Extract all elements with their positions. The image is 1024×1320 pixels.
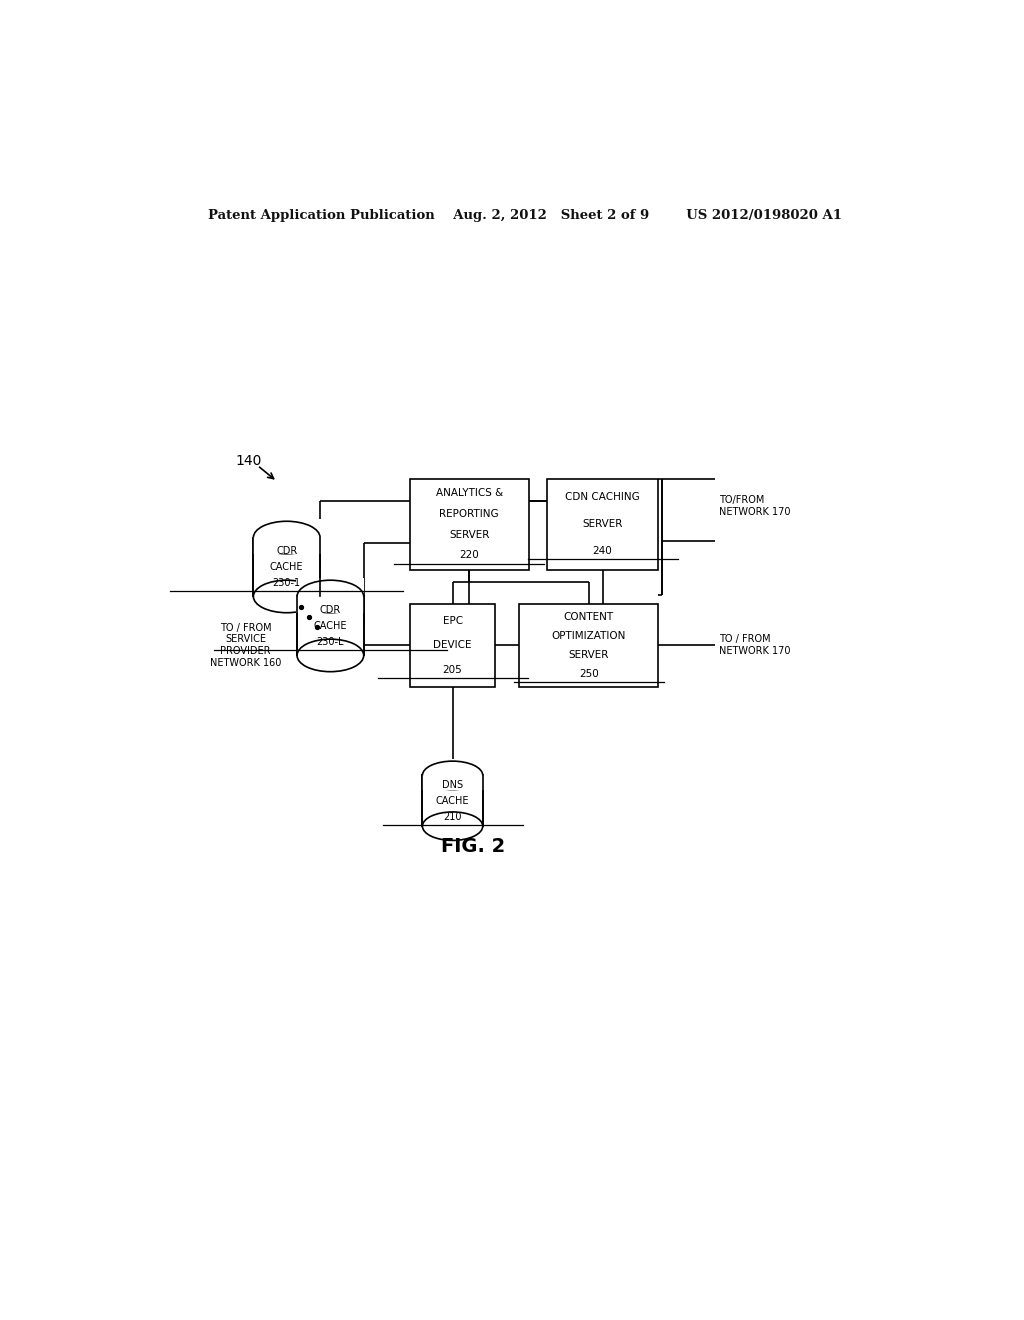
Text: 140: 140 [236, 454, 261, 469]
Text: CDN CACHING: CDN CACHING [565, 492, 640, 503]
Text: OPTIMIZATION: OPTIMIZATION [552, 631, 626, 640]
Text: TO / FROM
SERVICE
PROVIDER
NETWORK 160: TO / FROM SERVICE PROVIDER NETWORK 160 [210, 623, 282, 668]
Text: DEVICE: DEVICE [433, 640, 472, 651]
Text: 205: 205 [442, 665, 463, 675]
Ellipse shape [423, 812, 482, 841]
Polygon shape [296, 578, 365, 612]
Text: REPORTING: REPORTING [439, 510, 499, 519]
Text: CONTENT: CONTENT [563, 612, 613, 622]
Polygon shape [422, 759, 483, 789]
Ellipse shape [297, 639, 364, 672]
Text: CACHE: CACHE [270, 562, 303, 572]
Text: CDR: CDR [319, 605, 341, 615]
Text: SERVER: SERVER [450, 529, 489, 540]
Text: DNS: DNS [442, 780, 463, 789]
Polygon shape [253, 537, 321, 597]
Text: TO/FROM
NETWORK 170: TO/FROM NETWORK 170 [719, 495, 791, 517]
Text: CACHE: CACHE [436, 796, 469, 805]
FancyBboxPatch shape [519, 603, 658, 686]
Text: Patent Application Publication    Aug. 2, 2012   Sheet 2 of 9        US 2012/019: Patent Application Publication Aug. 2, 2… [208, 209, 842, 222]
Text: 220: 220 [460, 550, 479, 561]
Text: 230-L: 230-L [316, 638, 344, 647]
FancyBboxPatch shape [410, 603, 496, 686]
Text: 210: 210 [443, 812, 462, 822]
Polygon shape [297, 597, 364, 656]
Text: FIG. 2: FIG. 2 [441, 837, 505, 855]
Text: EPC: EPC [442, 615, 463, 626]
Text: CACHE: CACHE [313, 620, 347, 631]
Text: SERVER: SERVER [583, 519, 623, 529]
Text: CDR: CDR [276, 545, 297, 556]
Text: SERVER: SERVER [568, 649, 609, 660]
Text: TO / FROM
NETWORK 170: TO / FROM NETWORK 170 [719, 635, 791, 656]
FancyBboxPatch shape [547, 479, 658, 570]
Polygon shape [423, 775, 482, 826]
Text: 230-1: 230-1 [272, 578, 301, 589]
Ellipse shape [253, 581, 321, 612]
FancyBboxPatch shape [410, 479, 528, 570]
Text: 240: 240 [593, 546, 612, 556]
Text: ANALYTICS &: ANALYTICS & [435, 488, 503, 498]
Text: 250: 250 [579, 669, 599, 678]
Polygon shape [253, 519, 321, 554]
